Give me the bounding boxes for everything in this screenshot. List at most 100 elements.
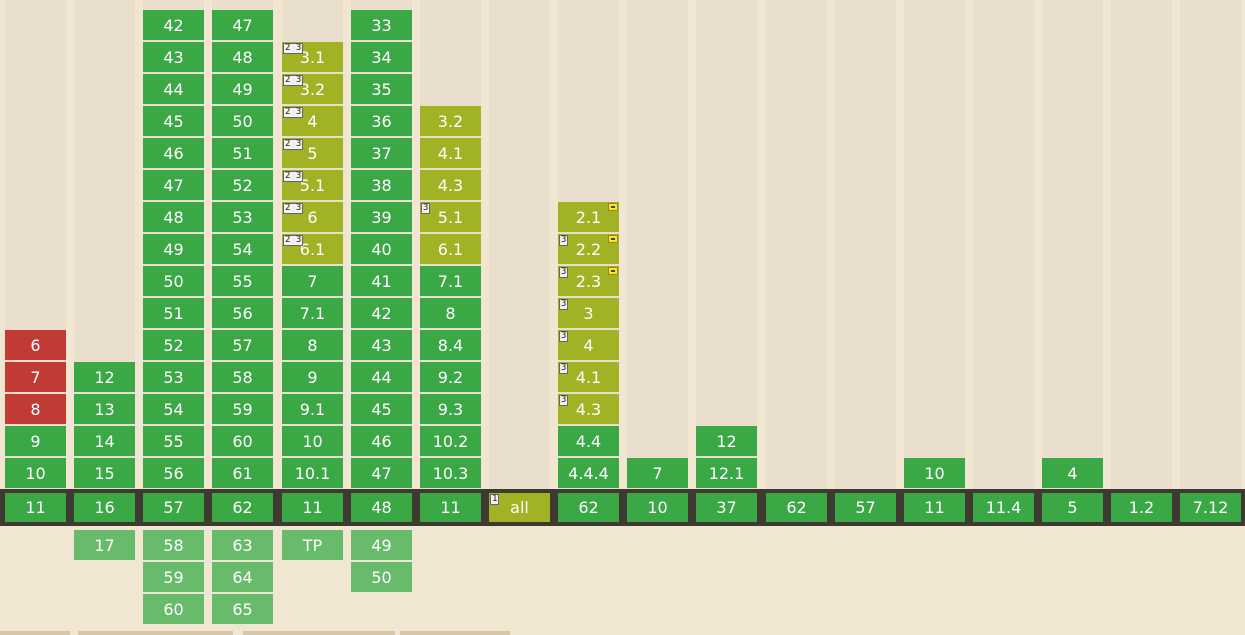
current-version-cell[interactable]: 57 — [835, 493, 896, 522]
version-cell[interactable]: 10.3 — [420, 458, 481, 488]
version-cell[interactable]: 45 — [143, 106, 204, 136]
version-cell[interactable]: 46 — [351, 426, 412, 456]
current-version-cell[interactable]: 37 — [696, 493, 757, 522]
version-cell[interactable]: 4.1 3 — [558, 362, 619, 392]
current-version-cell[interactable]: 11 — [904, 493, 965, 522]
version-cell[interactable]: 2.3 3 — [558, 266, 619, 296]
version-cell[interactable]: 7.1 — [420, 266, 481, 296]
version-cell[interactable]: 8 — [282, 330, 343, 360]
version-cell[interactable]: 48 — [143, 202, 204, 232]
version-cell[interactable]: 55 — [212, 266, 273, 296]
version-cell[interactable]: 2.1 — [558, 202, 619, 232]
version-cell[interactable]: 35 — [351, 74, 412, 104]
version-cell[interactable]: 4.4 — [558, 426, 619, 456]
future-version-cell[interactable]: 63 — [212, 530, 273, 560]
version-cell[interactable]: 50 — [212, 106, 273, 136]
version-cell[interactable]: 3.1 2 3 — [282, 42, 343, 72]
version-cell[interactable]: 38 — [351, 170, 412, 200]
version-cell[interactable]: 52 — [212, 170, 273, 200]
current-version-cell[interactable]: 57 — [143, 493, 204, 522]
version-cell[interactable]: 44 — [351, 362, 412, 392]
version-cell[interactable]: 12 — [74, 362, 135, 392]
version-cell[interactable]: 41 — [351, 266, 412, 296]
version-cell[interactable]: 6.1 — [420, 234, 481, 264]
version-cell[interactable]: 55 — [143, 426, 204, 456]
version-cell[interactable]: 34 — [351, 42, 412, 72]
version-cell[interactable]: 6 — [5, 330, 66, 360]
version-cell[interactable]: 5.1 2 3 — [282, 170, 343, 200]
version-cell[interactable]: 40 — [351, 234, 412, 264]
current-version-cell[interactable]: all 1 — [489, 493, 550, 522]
version-cell[interactable]: 44 — [143, 74, 204, 104]
version-cell[interactable]: 9 — [282, 362, 343, 392]
version-cell[interactable]: 6.1 2 3 — [282, 234, 343, 264]
version-cell[interactable]: 54 — [212, 234, 273, 264]
version-cell[interactable]: 53 — [143, 362, 204, 392]
version-cell[interactable]: 7 — [5, 362, 66, 392]
version-cell[interactable]: 50 — [143, 266, 204, 296]
version-cell[interactable]: 4.4.4 — [558, 458, 619, 488]
version-cell[interactable]: 48 — [212, 42, 273, 72]
version-cell[interactable]: 7 — [282, 266, 343, 296]
version-cell[interactable]: 9 — [5, 426, 66, 456]
version-cell[interactable]: 10.1 — [282, 458, 343, 488]
version-cell[interactable]: 3.2 2 3 — [282, 74, 343, 104]
version-cell[interactable]: 45 — [351, 394, 412, 424]
version-cell[interactable]: 56 — [212, 298, 273, 328]
current-version-cell[interactable]: 11 — [282, 493, 343, 522]
version-cell[interactable]: 61 — [212, 458, 273, 488]
version-cell[interactable]: 57 — [212, 330, 273, 360]
version-cell[interactable]: 47 — [143, 170, 204, 200]
version-cell[interactable]: 9.1 — [282, 394, 343, 424]
version-cell[interactable]: 10 — [282, 426, 343, 456]
version-cell[interactable]: 42 — [351, 298, 412, 328]
version-cell[interactable]: 49 — [212, 74, 273, 104]
current-version-cell[interactable]: 48 — [351, 493, 412, 522]
version-cell[interactable]: 8 — [420, 298, 481, 328]
version-cell[interactable]: 51 — [143, 298, 204, 328]
future-version-cell[interactable]: 49 — [351, 530, 412, 560]
version-cell[interactable]: 33 — [351, 10, 412, 40]
current-version-cell[interactable]: 10 — [627, 493, 688, 522]
version-cell[interactable]: 37 — [351, 138, 412, 168]
version-cell[interactable]: 15 — [74, 458, 135, 488]
version-cell[interactable]: 7.1 — [282, 298, 343, 328]
version-cell[interactable]: 42 — [143, 10, 204, 40]
version-cell[interactable]: 14 — [74, 426, 135, 456]
current-version-cell[interactable]: 11 — [420, 493, 481, 522]
version-cell[interactable]: 4.1 — [420, 138, 481, 168]
version-cell[interactable]: 59 — [212, 394, 273, 424]
version-cell[interactable]: 4.3 — [420, 170, 481, 200]
current-version-cell[interactable]: 62 — [212, 493, 273, 522]
version-cell[interactable]: 2.2 3 — [558, 234, 619, 264]
version-cell[interactable]: 49 — [143, 234, 204, 264]
version-cell[interactable]: 8.4 — [420, 330, 481, 360]
version-cell[interactable]: 5.1 3 — [420, 202, 481, 232]
future-version-cell[interactable]: 64 — [212, 562, 273, 592]
current-version-cell[interactable]: 11.4 — [973, 493, 1034, 522]
future-version-cell[interactable]: 60 — [143, 594, 204, 624]
future-version-cell[interactable]: 58 — [143, 530, 204, 560]
version-cell[interactable]: 4 — [1042, 458, 1103, 488]
future-version-cell[interactable]: TP — [282, 530, 343, 560]
version-cell[interactable]: 43 — [143, 42, 204, 72]
version-cell[interactable]: 9.2 — [420, 362, 481, 392]
version-cell[interactable]: 10 — [904, 458, 965, 488]
future-version-cell[interactable]: 50 — [351, 562, 412, 592]
version-cell[interactable]: 12.1 — [696, 458, 757, 488]
version-cell[interactable]: 54 — [143, 394, 204, 424]
version-cell[interactable]: 43 — [351, 330, 412, 360]
current-version-cell[interactable]: 7.12 — [1180, 493, 1241, 522]
version-cell[interactable]: 47 — [351, 458, 412, 488]
current-version-cell[interactable]: 16 — [74, 493, 135, 522]
version-cell[interactable]: 52 — [143, 330, 204, 360]
version-cell[interactable]: 53 — [212, 202, 273, 232]
future-version-cell[interactable]: 17 — [74, 530, 135, 560]
version-cell[interactable]: 46 — [143, 138, 204, 168]
version-cell[interactable]: 60 — [212, 426, 273, 456]
current-version-cell[interactable]: 1.2 — [1111, 493, 1172, 522]
